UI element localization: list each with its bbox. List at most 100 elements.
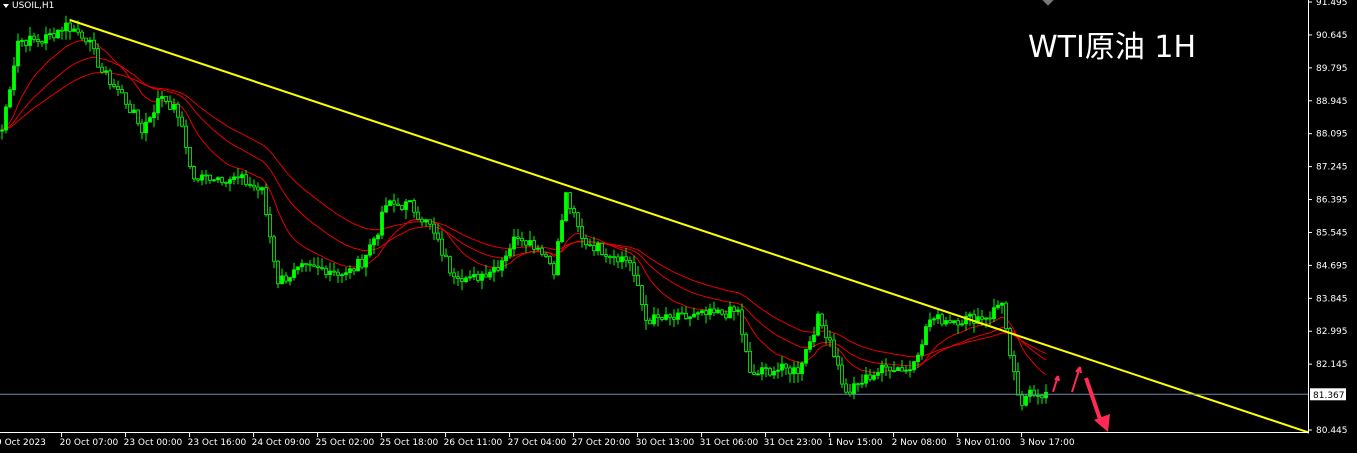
candle-body (1036, 394, 1040, 397)
candle-body (956, 320, 960, 326)
candle-body (936, 314, 940, 320)
time-tick-label: 2 Nov 08:00 (892, 438, 947, 448)
candle-body (104, 70, 108, 73)
candle-body (212, 179, 216, 182)
time-tick-label: 25 Oct 02:00 (316, 438, 375, 448)
candle-body (148, 117, 152, 123)
candle-body (748, 350, 752, 373)
candle-body (1040, 395, 1044, 399)
candle-body (664, 314, 668, 320)
dropdown-triangle-icon[interactable] (3, 4, 9, 8)
candle-body (516, 236, 520, 239)
candle-body (392, 200, 396, 205)
price-tick-label: 82.145 (1316, 360, 1348, 370)
candle-body (712, 308, 716, 314)
candle-body (804, 348, 808, 364)
candle-body (248, 183, 252, 186)
candle-body (984, 317, 988, 320)
candle-body (760, 367, 764, 375)
candle-body (276, 260, 280, 285)
candle-body (688, 316, 692, 319)
time-tick-label: 24 Oct 09:00 (252, 438, 311, 448)
candle-body (1000, 302, 1004, 306)
candle-body (964, 315, 968, 325)
candle-body (112, 84, 116, 87)
candle-body (24, 40, 28, 46)
candle-body (408, 200, 412, 203)
candle-body (344, 272, 348, 276)
candle-body (72, 28, 76, 32)
up-arrow-icon (1052, 375, 1060, 393)
candle-body (684, 313, 688, 319)
candle-body (200, 174, 204, 181)
candle-body (208, 174, 212, 181)
time-tick-label: 31 Oct 06:00 (700, 438, 759, 448)
candle-body (864, 374, 868, 384)
candle-body (184, 125, 188, 148)
candle-body (400, 205, 404, 210)
candle-body (40, 41, 44, 44)
candle-body (396, 203, 400, 206)
candle-body (336, 271, 340, 276)
candle-body (236, 176, 240, 179)
time-tick-label: 3 Nov 01:00 (956, 438, 1011, 448)
candle-body (60, 29, 64, 32)
candle-body (944, 320, 948, 325)
candle-body (720, 309, 724, 315)
candle-body (16, 40, 20, 67)
candle-body (484, 273, 488, 278)
candle-body (604, 254, 608, 257)
candle-body (544, 253, 548, 257)
candle-body (536, 247, 540, 250)
candle-body (552, 263, 556, 276)
candle-body (84, 37, 88, 43)
candle-body (224, 181, 228, 184)
candle-body (240, 174, 244, 179)
candle-body (92, 39, 96, 50)
candle-body (892, 370, 896, 372)
candle-body (204, 174, 208, 177)
candle-body (972, 313, 976, 324)
candle-body (120, 89, 124, 94)
price-tick-label: 84.695 (1316, 261, 1348, 271)
candle-body (20, 40, 24, 42)
candle-body (940, 314, 944, 325)
candle-body (152, 112, 156, 119)
candle-body (576, 212, 580, 227)
candle-body (136, 109, 140, 124)
candle-body (140, 122, 144, 134)
candle-body (64, 22, 68, 32)
candle-body (640, 285, 644, 305)
candle-body (12, 65, 16, 91)
candle-body (128, 103, 132, 113)
candle-body (652, 314, 656, 325)
candle-body (80, 31, 84, 39)
candle-body (264, 187, 268, 215)
candle-body (280, 275, 284, 285)
price-tick-label: 88.945 (1316, 97, 1348, 107)
candle-body (216, 177, 220, 181)
candle-body (440, 238, 444, 256)
candle-body (44, 34, 48, 44)
candle-body (624, 256, 628, 261)
candle-body (404, 201, 408, 210)
candle-body (420, 218, 424, 223)
price-tick-label: 89.795 (1316, 64, 1348, 74)
candle-body (168, 100, 172, 110)
candle-body (292, 269, 296, 278)
candle-body (512, 236, 516, 250)
candle-body (36, 39, 40, 42)
candle-body (296, 266, 300, 271)
candle-body (1008, 328, 1012, 356)
candle-body (632, 262, 636, 276)
candle-body (196, 178, 200, 181)
candle-body (916, 354, 920, 363)
candle-body (244, 174, 248, 185)
candle-body (840, 364, 844, 385)
candle-body (880, 364, 884, 374)
candle-body (356, 259, 360, 272)
candle-body (800, 362, 804, 375)
candle-body (316, 265, 320, 268)
candle-body (960, 323, 964, 326)
